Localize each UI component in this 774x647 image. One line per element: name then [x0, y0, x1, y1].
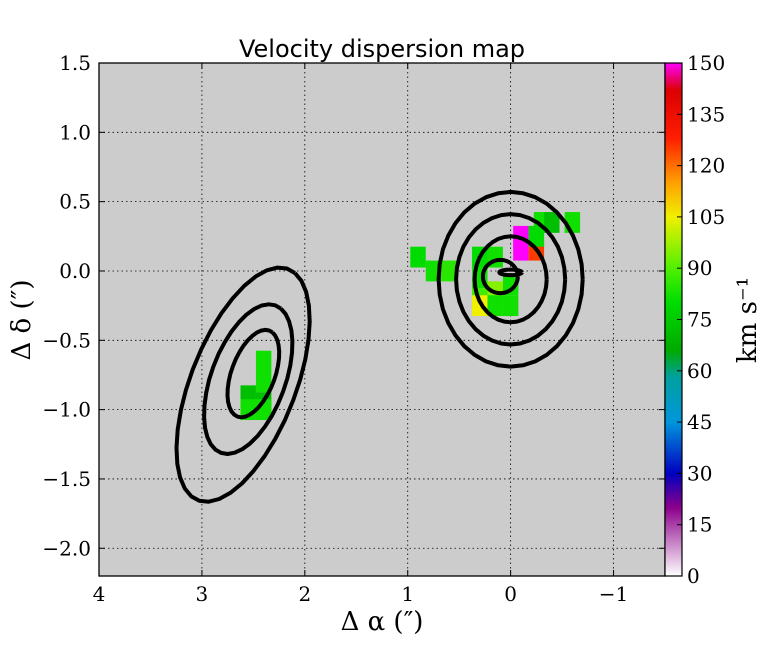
- colorbar-tick-label: 45: [687, 410, 712, 434]
- x-tick-label: −1: [599, 582, 628, 606]
- heatmap-pixel: [487, 295, 503, 317]
- y-tick-label: −2.0: [42, 536, 91, 560]
- heatmap-pixel: [255, 371, 272, 393]
- heatmap-pixel: [472, 295, 488, 317]
- y-axis-label: Δ δ (″): [7, 280, 37, 361]
- colorbar-tick-label: 150: [687, 51, 725, 75]
- chart-title: Velocity dispersion map: [239, 35, 525, 63]
- x-axis-label: Δ α (″): [341, 607, 424, 637]
- contour-line: [480, 257, 520, 296]
- colorbar-tick-label: 0: [687, 564, 700, 588]
- colorbar-tick-label: 120: [687, 154, 725, 178]
- contour-line: [497, 267, 524, 278]
- heatmap-pixel: [544, 212, 560, 233]
- contour-line: [174, 265, 312, 504]
- colorbar-tick-label: 105: [687, 205, 725, 229]
- contour-line: [436, 189, 585, 369]
- heatmap-pixel: [410, 246, 426, 268]
- colorbar-tick-label: 75: [687, 308, 712, 332]
- contour-line: [472, 234, 549, 325]
- y-axis-ticks: 1.5 1.0 0.5 0.0 −0.5 −1.0 −1.5 −2.0: [42, 51, 665, 560]
- x-tick-label: 3: [196, 582, 209, 606]
- plot-area: [99, 63, 665, 576]
- contour-line: [202, 302, 295, 456]
- x-axis-ticks: 4 3 2 1 0 −1: [93, 63, 628, 606]
- contour-line: [225, 327, 282, 420]
- x-tick-label: 2: [298, 582, 311, 606]
- x-tick-label: 1: [401, 582, 414, 606]
- y-tick-label: 1.0: [59, 120, 91, 144]
- colorbar-tick-label: 135: [687, 102, 725, 126]
- heatmap-pixel: [502, 295, 519, 317]
- y-tick-label: 1.5: [59, 51, 91, 75]
- colorbar-tick-label: 15: [687, 513, 712, 537]
- y-tick-label: 0.0: [59, 259, 91, 283]
- heatmap-pixel: [441, 260, 457, 282]
- y-tick-label: −1.5: [42, 467, 91, 491]
- grid-lines: [99, 63, 665, 576]
- y-tick-label: −0.5: [42, 328, 91, 352]
- colorbar-tick-label: 30: [687, 461, 712, 485]
- heatmap-pixel: [255, 350, 272, 372]
- colorbar-tick-label: 60: [687, 359, 712, 383]
- y-tick-label: −1.0: [42, 398, 91, 422]
- colorbar-label: km s⁻¹: [733, 277, 763, 363]
- x-tick-label: 4: [93, 582, 106, 606]
- colorbar-ticks: 0 15 30 45 60 75 90 105 120 135 150: [677, 51, 725, 588]
- y-tick-label: 0.5: [59, 190, 91, 214]
- heatmap-pixel: [528, 225, 545, 247]
- heatmap-pixel: [513, 239, 529, 261]
- contour-line: [454, 212, 568, 347]
- colorbar-tick-label: 90: [687, 256, 712, 280]
- x-tick-label: 0: [504, 582, 517, 606]
- flux-contours: [174, 189, 585, 504]
